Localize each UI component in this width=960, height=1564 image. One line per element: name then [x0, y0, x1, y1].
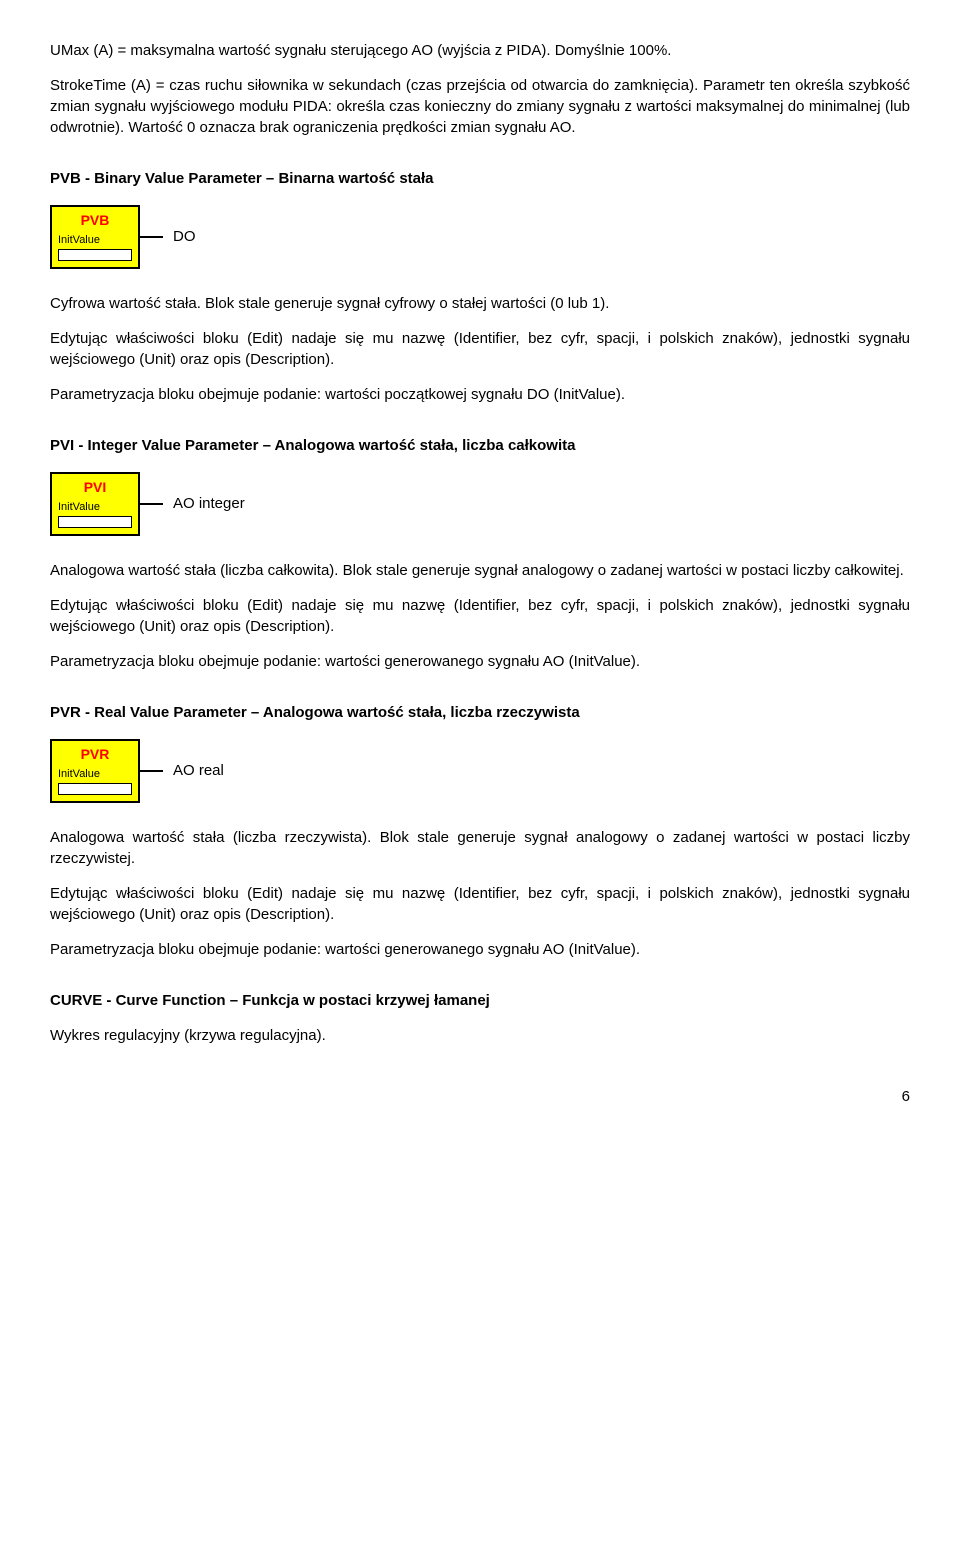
pvb-desc-1: Cyfrowa wartość stała. Blok stale generu… — [50, 293, 910, 314]
pvr-block-field — [58, 783, 132, 795]
pvb-desc-3: Parametryzacja bloku obejmuje podanie: w… — [50, 384, 910, 405]
pvi-connector — [139, 503, 163, 505]
pvi-block-field — [58, 516, 132, 528]
pvi-desc-1: Analogowa wartość stała (liczba całkowit… — [50, 560, 910, 581]
pvr-output-label: AO real — [173, 760, 224, 781]
heading-pvi: PVI - Integer Value Parameter – Analogow… — [50, 435, 910, 456]
pvb-block-param-label: InitValue — [58, 233, 132, 248]
pvi-desc-3: Parametryzacja bloku obejmuje podanie: w… — [50, 651, 910, 672]
pvr-block: PVR InitValue — [50, 739, 140, 803]
pvb-diagram: PVB InitValue DO — [50, 205, 910, 269]
pvi-block-param-label: InitValue — [58, 500, 132, 515]
paragraph-stroketime: StrokeTime (A) = czas ruchu siłownika w … — [50, 75, 910, 138]
pvr-desc-2: Edytując właściwości bloku (Edit) nadaje… — [50, 883, 910, 925]
heading-curve: CURVE - Curve Function – Funkcja w posta… — [50, 990, 910, 1011]
pvi-block: PVI InitValue — [50, 472, 140, 536]
pvb-connector — [139, 236, 163, 238]
pvi-diagram: PVI InitValue AO integer — [50, 472, 910, 536]
pvr-desc-3: Parametryzacja bloku obejmuje podanie: w… — [50, 939, 910, 960]
pvb-block-field — [58, 249, 132, 261]
pvb-block-title: PVB — [58, 211, 132, 231]
pvi-block-title: PVI — [58, 478, 132, 498]
pvb-output-label: DO — [173, 226, 196, 247]
pvi-desc-2: Edytując właściwości bloku (Edit) nadaje… — [50, 595, 910, 637]
pvr-diagram: PVR InitValue AO real — [50, 739, 910, 803]
paragraph-umax: UMax (A) = maksymalna wartość sygnału st… — [50, 40, 910, 61]
pvr-connector — [139, 770, 163, 772]
pvb-desc-2: Edytując właściwości bloku (Edit) nadaje… — [50, 328, 910, 370]
pvb-block: PVB InitValue — [50, 205, 140, 269]
pvr-desc-1: Analogowa wartość stała (liczba rzeczywi… — [50, 827, 910, 869]
curve-desc-1: Wykres regulacyjny (krzywa regulacyjna). — [50, 1025, 910, 1046]
pvr-block-param-label: InitValue — [58, 767, 132, 782]
heading-pvr: PVR - Real Value Parameter – Analogowa w… — [50, 702, 910, 723]
page-number: 6 — [50, 1086, 910, 1107]
pvi-output-label: AO integer — [173, 493, 245, 514]
pvr-block-title: PVR — [58, 745, 132, 765]
heading-pvb: PVB - Binary Value Parameter – Binarna w… — [50, 168, 910, 189]
